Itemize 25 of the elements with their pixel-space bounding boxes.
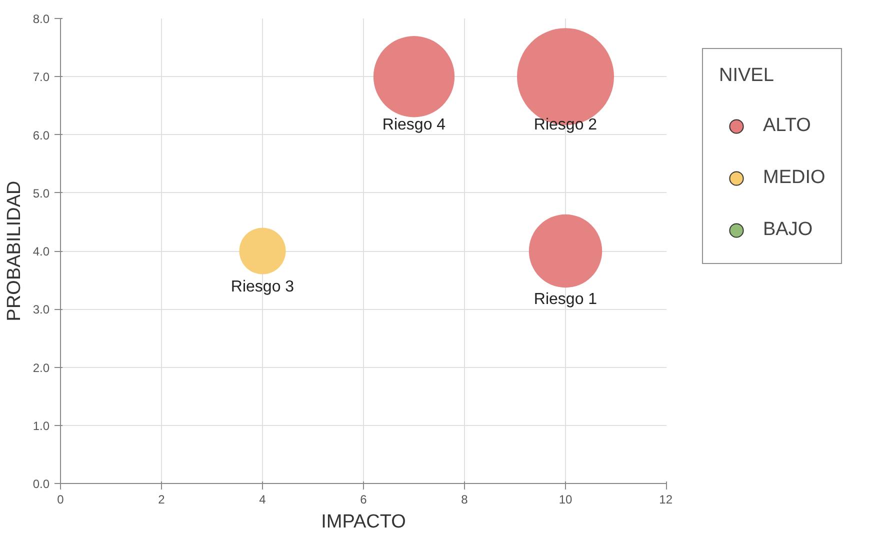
x-tick-label: 10 (558, 492, 572, 506)
y-tick-label: 3.0 (32, 302, 50, 317)
y-tick-label: 2.0 (32, 360, 50, 375)
y-tick-label: 6.0 (32, 128, 50, 142)
x-axis-title: IMPACTO (321, 512, 406, 532)
legend-label: ALTO (763, 115, 811, 137)
legend-label: BAJO (763, 219, 813, 241)
x-tick-label: 4 (259, 492, 266, 506)
y-axis-title: PROBABILIDAD (4, 180, 25, 322)
y-tick-label: 5.0 (32, 186, 50, 200)
x-tick-label: 6 (360, 492, 368, 506)
y-tick-label: 8.0 (32, 12, 50, 26)
y-tick-label: 1.0 (32, 418, 50, 433)
x-tick-label: 2 (158, 492, 166, 506)
legend-title: NIVEL (719, 65, 775, 87)
annotation: Riesgo 1 (534, 291, 598, 308)
x-tick-label: 0 (57, 492, 64, 506)
y-tick-label: 0.0 (32, 477, 50, 491)
annotation: Riesgo 3 (230, 278, 294, 296)
x-tick-label: 8 (461, 492, 468, 506)
annotation: Riesgo 4 (382, 116, 446, 134)
y-tick-label: 4.0 (32, 244, 50, 258)
legend-label: MEDIO (763, 167, 826, 189)
x-tick-label: 12 (659, 492, 673, 506)
y-tick-label: 7.0 (32, 70, 50, 84)
